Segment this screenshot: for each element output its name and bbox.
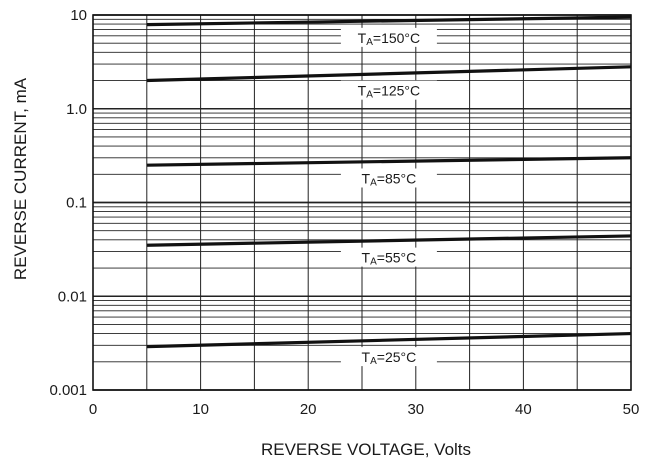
series-label-bg	[340, 247, 437, 267]
series-label-bg	[340, 27, 437, 47]
x-axis-title: REVERSE VOLTAGE, Volts	[261, 440, 471, 459]
series-line	[146, 15, 632, 27]
series-label: TA=125°C	[358, 83, 420, 101]
y-axis-title: REVERSE CURRENT, mA	[11, 77, 30, 280]
series-label: TA=55°C	[362, 250, 417, 268]
y-tick-label: 10	[70, 7, 87, 24]
series-label-group: TA=55°C	[340, 247, 437, 268]
series-label: TA=25°C	[362, 349, 417, 367]
series-label-group: TA=125°C	[340, 80, 437, 101]
series-label-group: TA=25°C	[340, 347, 437, 367]
series-label: TA=85°C	[362, 170, 417, 188]
y-tick-label: 0.001	[49, 382, 87, 399]
series-label-group: TA=85°C	[340, 168, 437, 188]
series-line	[146, 234, 632, 247]
series-label-group: TA=150°C	[340, 27, 437, 48]
tick-labels: 0 10 20 30 40 50 0.001 0.01 0.1 1.0 10	[49, 7, 639, 418]
x-tick-label: 50	[623, 401, 640, 418]
series-label: TA=150°C	[358, 30, 420, 48]
series-label-bg	[340, 168, 437, 188]
x-tick-label: 30	[407, 401, 424, 418]
x-tick-label: 40	[515, 401, 532, 418]
series-line	[146, 65, 632, 83]
x-tick-label: 0	[89, 401, 97, 418]
series-line	[146, 156, 632, 167]
x-tick-label: 10	[192, 401, 209, 418]
series-label-bg	[340, 80, 437, 100]
plot-border	[92, 14, 632, 391]
grid	[92, 14, 632, 391]
series-lines: TA=150°C TA=125°C TA=85°C TA=55°C TA=25°C	[146, 15, 632, 367]
plot-frame	[92, 14, 632, 391]
series-line	[146, 331, 632, 349]
y-tick-label: 0.1	[66, 195, 87, 212]
y-tick-label: 0.01	[58, 288, 87, 305]
y-tick-label: 1.0	[66, 101, 87, 118]
x-tick-label: 20	[300, 401, 317, 418]
series-label-bg	[340, 347, 437, 367]
